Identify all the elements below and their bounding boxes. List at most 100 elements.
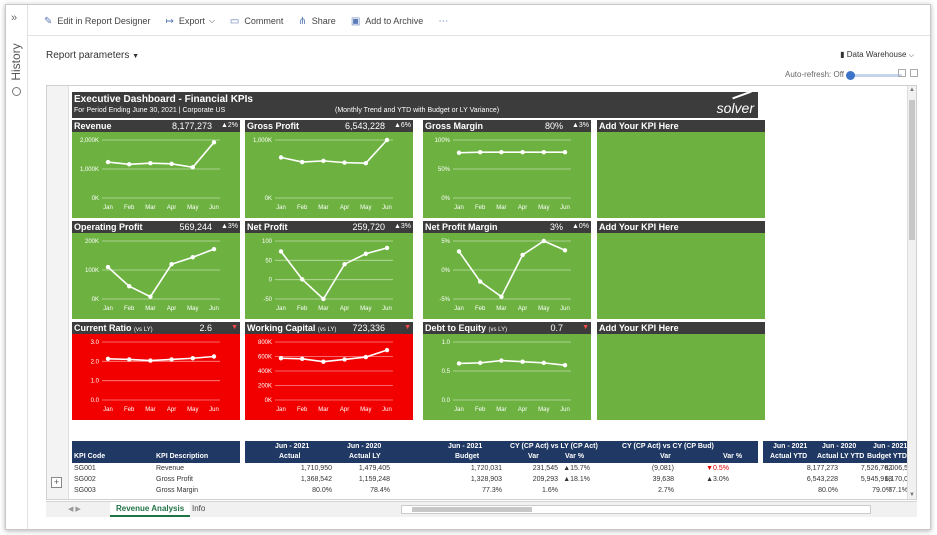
col-c2: Budget (455, 453, 480, 460)
kpi-delta: ▲0% (571, 223, 589, 230)
cell-ep: ▲3.0% (706, 476, 729, 483)
y-tick-label: 100K (85, 268, 99, 274)
kpi-tile: Net Profit 259,720 ▲3% 100 50 0 -50 Jan Feb Mar Ap… (245, 221, 413, 319)
x-tick-label: Feb (297, 407, 308, 413)
add-to-archive-button[interactable]: ▣ Add to Archive (351, 16, 424, 27)
cell-code: SG001 (74, 465, 96, 472)
data-source-selector[interactable]: ▮ Data Warehouse ⌵ (840, 50, 914, 60)
slider-knob[interactable] (846, 71, 855, 80)
auto-refresh-slider[interactable] (846, 71, 902, 80)
vertical-scrollbar[interactable]: ▲ ▼ (907, 86, 916, 499)
history-panel[interactable]: » History (6, 5, 28, 529)
x-tick-label: Mar (496, 407, 506, 413)
cell-g: 7,526,762 (860, 465, 892, 472)
data-point (363, 354, 368, 360)
kpi-tile-header: Current Ratio (vs LY) 2.6 ▼ (72, 322, 240, 334)
export-button[interactable]: ↦ Export ⌵ (165, 16, 214, 27)
data-point (127, 284, 132, 289)
kpi-tile: Add Your KPI Here (597, 120, 765, 218)
x-tick-label: Jun (560, 205, 570, 211)
data-point (278, 155, 284, 160)
data-point (541, 149, 546, 155)
y-tick-label: 0.5 (442, 369, 451, 375)
tab-info[interactable]: Info (192, 504, 206, 513)
y-tick-label: 0 (269, 278, 273, 284)
data-point (300, 356, 305, 362)
kpi-tile: Debt to Equity (vs LY) 0.7 ▼ 1.0 0.5 0.0 Jan Fe… (423, 322, 591, 420)
pencil-icon: ✎ (44, 15, 53, 27)
report-parameters-button[interactable]: Report parameters ▼ (46, 50, 139, 61)
horizontal-scrollbar[interactable] (401, 505, 871, 514)
kpi-title: Operating Profit (74, 222, 143, 232)
archive-icon: ▣ (350, 15, 361, 27)
cell-d: 231,545 (532, 465, 558, 472)
data-point (211, 140, 217, 145)
y-tick-label: 400K (258, 369, 272, 375)
share-button[interactable]: ⋔ Share (298, 16, 335, 27)
tab-revenue-analysis[interactable]: Revenue Analysis (110, 502, 191, 517)
sheet-nav-icon[interactable]: ◀ ▶ (68, 506, 81, 513)
series-line (458, 151, 565, 154)
cell-c: 77.3% (482, 487, 502, 494)
col-f2: Actual YTD (770, 453, 808, 460)
x-tick-label: May (538, 407, 549, 413)
data-point (148, 358, 153, 363)
kpi-tile-header: Add Your KPI Here (597, 120, 765, 132)
cell-f: 80.0% (818, 487, 838, 494)
data-point (148, 161, 153, 166)
data-point (384, 245, 390, 251)
y-tick-label: 2.0 (91, 359, 100, 365)
report-parameters-label: Report parameters (46, 50, 130, 61)
x-tick-label: Jan (103, 407, 113, 413)
x-tick-label: Jun (560, 407, 570, 413)
y-tick-label: 0K (92, 297, 99, 303)
data-point (562, 149, 568, 155)
cell-b: 1,479,405 (358, 465, 390, 472)
history-label[interactable]: History (9, 43, 23, 81)
y-tick-label: 5% (441, 239, 450, 245)
kpi-value: 0.7 (550, 323, 563, 333)
fit-icon[interactable] (898, 69, 906, 77)
x-tick-label: Apr (167, 306, 176, 312)
data-point (520, 149, 525, 155)
edit-in-report-designer-button[interactable]: ✎ Edit in Report Designer (44, 16, 150, 27)
report-viewer: » History ✎ Edit in Report Designer ↦ Expor… (5, 4, 931, 530)
series-line (280, 247, 388, 301)
col-h2: Budget YTD (867, 453, 907, 460)
expand-rows-icon[interactable]: + (51, 477, 62, 488)
scroll-down-icon[interactable]: ▼ (909, 492, 915, 498)
h-scroll-thumb[interactable] (412, 507, 532, 512)
comment-button[interactable]: ▭ Comment (230, 16, 283, 27)
kpi-title: Add Your KPI Here (599, 222, 679, 232)
data-point (105, 159, 111, 165)
x-tick-label: Jan (454, 407, 464, 413)
kpi-sparkline-chart: 800K 600K 400K 200K 0K Jan Feb Mar Apr May Jun (258, 340, 393, 413)
y-tick-label: 200K (258, 384, 272, 390)
col-g1: Jun - 2020 (822, 443, 857, 450)
kpi-tile: Add Your KPI Here (597, 322, 765, 420)
grid-icon[interactable] (910, 69, 918, 77)
y-tick-label: 0K (92, 196, 99, 202)
sheet-tabs: ◀ ▶ Revenue Analysis Info (46, 501, 917, 517)
data-point (105, 264, 111, 270)
data-point (520, 252, 525, 258)
cell-c: 1,328,903 (470, 476, 502, 483)
kpi-tile-header: Revenue 8,177,273 ▲2% (72, 120, 240, 132)
y-tick-label: 3.0 (91, 340, 100, 346)
scroll-thumb[interactable] (909, 100, 915, 240)
col-g2: Actual LY YTD (817, 453, 865, 460)
expand-history-icon[interactable]: » (11, 12, 18, 24)
x-tick-label: Jan (103, 306, 113, 312)
data-point (127, 357, 132, 362)
table-row: SG001 Revenue 1,710,950 1,479,405 1,720,031 2… (72, 465, 908, 476)
data-point (562, 363, 568, 368)
chevron-down-icon: ⌵ (908, 52, 914, 59)
row-header (47, 86, 69, 499)
cell-code: SG003 (74, 487, 96, 494)
col-h1: Jun - 2021 (873, 443, 908, 450)
scroll-up-icon[interactable]: ▲ (909, 87, 915, 93)
data-point (541, 238, 546, 244)
more-button[interactable]: ⋯ (438, 16, 453, 27)
x-tick-label: Jun (209, 407, 219, 413)
